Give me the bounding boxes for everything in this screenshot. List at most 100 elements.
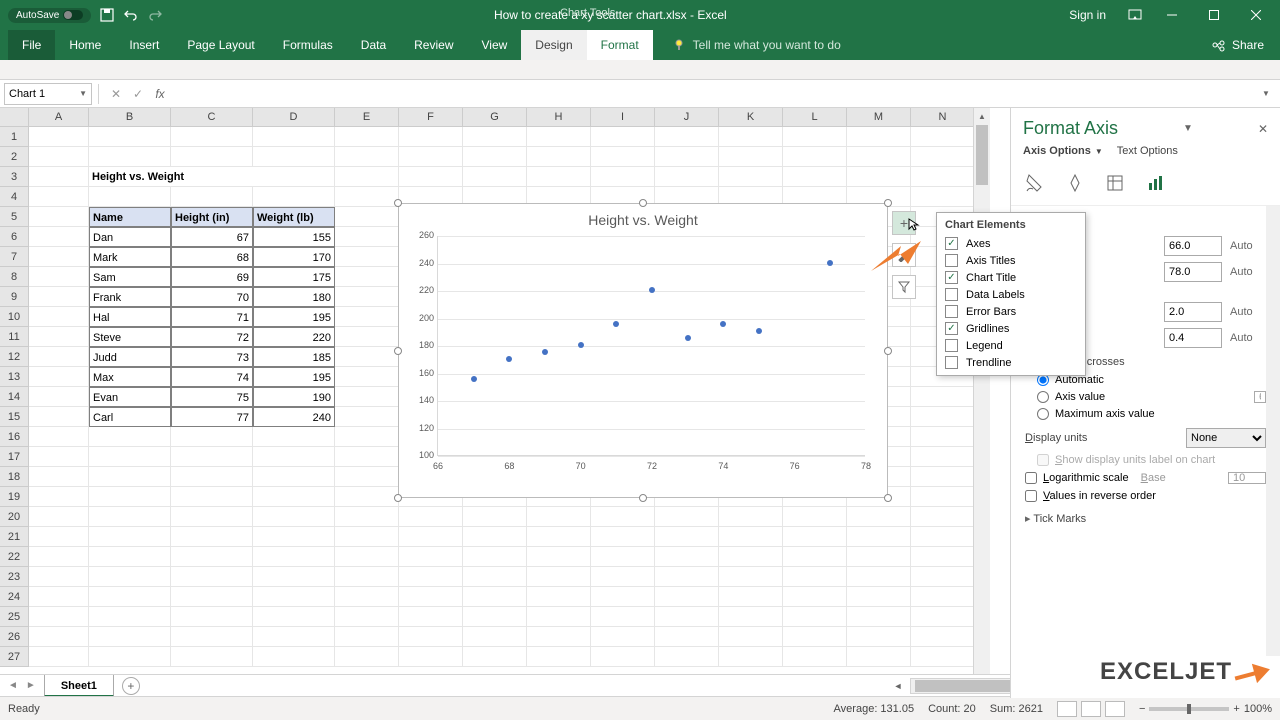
cell[interactable]: [253, 547, 335, 567]
tab-home[interactable]: Home: [55, 30, 115, 60]
cell[interactable]: [847, 547, 911, 567]
chart-element-item[interactable]: ✓Chart Title: [937, 269, 1085, 286]
cell[interactable]: 220: [253, 327, 335, 347]
col-header[interactable]: H: [527, 108, 591, 126]
cell[interactable]: [719, 507, 783, 527]
cell[interactable]: [527, 607, 591, 627]
col-header[interactable]: G: [463, 108, 527, 126]
select-all-corner[interactable]: [0, 108, 29, 126]
ribbon-display-options-icon[interactable]: [1120, 9, 1150, 21]
row-header[interactable]: 17: [0, 447, 29, 467]
cell[interactable]: Carl: [89, 407, 171, 427]
cell[interactable]: [171, 487, 253, 507]
cell[interactable]: [847, 647, 911, 667]
cell[interactable]: [911, 647, 975, 667]
axis-value-input[interactable]: [1254, 391, 1266, 403]
cell[interactable]: [655, 587, 719, 607]
cell[interactable]: [847, 527, 911, 547]
row-header[interactable]: 3: [0, 167, 29, 187]
cell[interactable]: [911, 127, 975, 147]
cell[interactable]: [29, 207, 89, 227]
cell[interactable]: [171, 447, 253, 467]
share-button[interactable]: Share: [1196, 30, 1280, 60]
row-header[interactable]: 8: [0, 267, 29, 287]
cell[interactable]: [253, 447, 335, 467]
cell[interactable]: 190: [253, 387, 335, 407]
cell[interactable]: [655, 647, 719, 667]
chart-plot-area[interactable]: 1001201401601802002202402606668707274767…: [437, 236, 865, 456]
zoom-slider[interactable]: [1149, 707, 1229, 711]
cell[interactable]: [29, 347, 89, 367]
cell[interactable]: [399, 627, 463, 647]
page-break-view-icon[interactable]: [1105, 701, 1125, 717]
col-header[interactable]: A: [29, 108, 89, 126]
cell[interactable]: Name: [89, 207, 171, 227]
tab-page-layout[interactable]: Page Layout: [173, 30, 268, 60]
chart-filter-button[interactable]: [892, 275, 916, 299]
cell[interactable]: [89, 527, 171, 547]
cell[interactable]: [29, 387, 89, 407]
format-pane-dropdown-icon[interactable]: ▼: [1183, 123, 1193, 134]
col-header[interactable]: N: [911, 108, 975, 126]
cell[interactable]: [527, 507, 591, 527]
cell[interactable]: [335, 307, 399, 327]
cell[interactable]: [911, 607, 975, 627]
cell[interactable]: [463, 127, 527, 147]
data-point[interactable]: [506, 356, 512, 362]
tell-me-input[interactable]: Tell me what you want to do: [653, 30, 841, 60]
tab-view[interactable]: View: [468, 30, 522, 60]
cell[interactable]: [29, 247, 89, 267]
cell[interactable]: 180: [253, 287, 335, 307]
formula-cancel-icon[interactable]: ✕: [105, 87, 127, 101]
cell[interactable]: [171, 127, 253, 147]
cell[interactable]: 77: [171, 407, 253, 427]
cell[interactable]: [171, 607, 253, 627]
row-header[interactable]: 23: [0, 567, 29, 587]
cell[interactable]: [171, 427, 253, 447]
cell[interactable]: [29, 227, 89, 247]
row-header[interactable]: 24: [0, 587, 29, 607]
cell[interactable]: [29, 187, 89, 207]
sheet-next-icon[interactable]: ►: [26, 680, 36, 691]
name-box[interactable]: Chart 1 ▼: [4, 83, 92, 105]
sign-in-link[interactable]: Sign in: [1057, 8, 1118, 22]
tab-file[interactable]: File: [8, 30, 55, 60]
cell[interactable]: [591, 587, 655, 607]
cell[interactable]: [527, 147, 591, 167]
cell[interactable]: [335, 467, 399, 487]
row-header[interactable]: 21: [0, 527, 29, 547]
cell[interactable]: [527, 567, 591, 587]
cell[interactable]: [29, 447, 89, 467]
cell[interactable]: [399, 587, 463, 607]
cell[interactable]: [847, 167, 911, 187]
cell[interactable]: [335, 327, 399, 347]
row-header[interactable]: 20: [0, 507, 29, 527]
cell[interactable]: [399, 567, 463, 587]
log-scale-check[interactable]: [1025, 472, 1037, 484]
scatter-chart[interactable]: Height vs. Weight 1001201401601802002202…: [398, 203, 888, 498]
bounds-max-input[interactable]: [1164, 262, 1222, 282]
cell[interactable]: [171, 187, 253, 207]
cell[interactable]: [527, 627, 591, 647]
checkbox-icon[interactable]: ✓: [945, 271, 958, 284]
cell[interactable]: [29, 147, 89, 167]
formula-confirm-icon[interactable]: ✓: [127, 87, 149, 101]
cell[interactable]: [911, 387, 975, 407]
row-header[interactable]: 1: [0, 127, 29, 147]
cell[interactable]: [911, 427, 975, 447]
chart-element-item[interactable]: Legend: [937, 337, 1085, 354]
cell[interactable]: 74: [171, 367, 253, 387]
cell[interactable]: [89, 147, 171, 167]
data-point[interactable]: [685, 335, 691, 341]
cell[interactable]: [29, 427, 89, 447]
reverse-order-check[interactable]: [1025, 490, 1037, 502]
checkbox-icon[interactable]: [945, 339, 958, 352]
cell[interactable]: 67: [171, 227, 253, 247]
sheet-prev-icon[interactable]: ◄: [8, 680, 18, 691]
cell[interactable]: [171, 147, 253, 167]
cell[interactable]: [591, 547, 655, 567]
cell[interactable]: [335, 167, 399, 187]
chart-element-item[interactable]: Trendline: [937, 354, 1085, 371]
cell[interactable]: [29, 467, 89, 487]
row-header[interactable]: 19: [0, 487, 29, 507]
